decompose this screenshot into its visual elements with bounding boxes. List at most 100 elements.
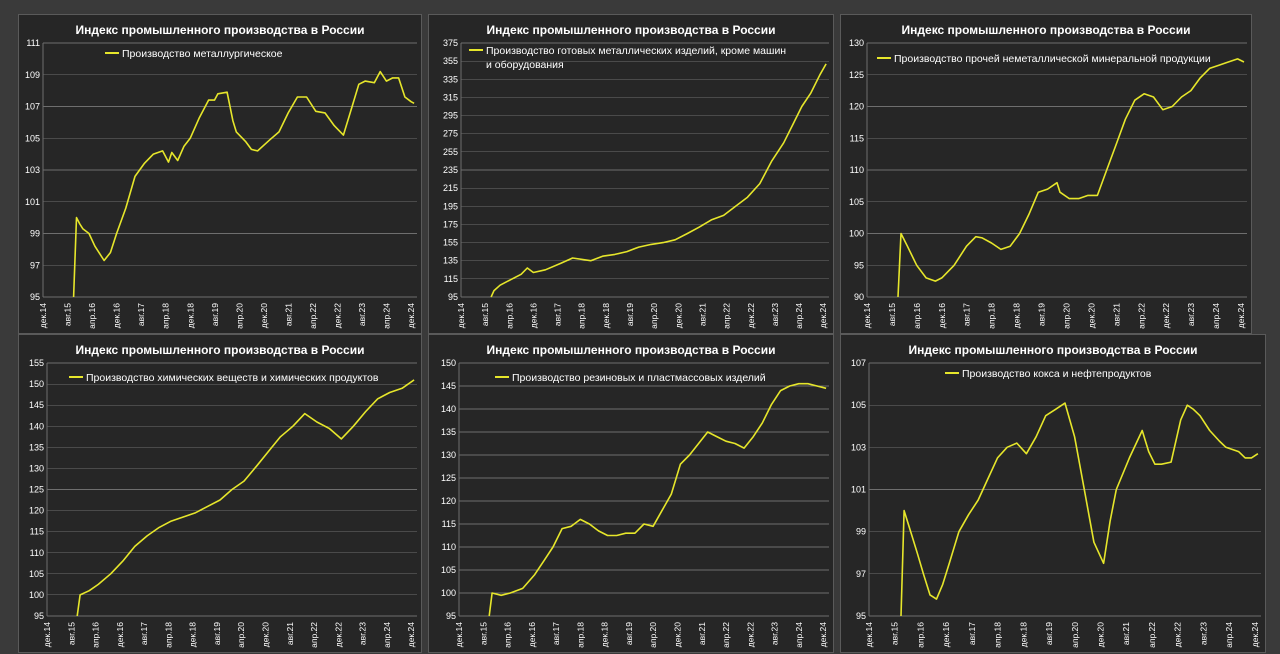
x-tick-label: дек.24: [406, 303, 416, 328]
chart-panel-nonmetallic-minerals: Индекс промышленного производства в Росс…: [840, 14, 1252, 334]
x-tick-label: дек.22: [333, 303, 343, 328]
x-tick-label: авг.19: [625, 303, 635, 326]
y-tick-label: 90: [854, 292, 864, 302]
x-tick-label: авг.15: [63, 303, 73, 326]
x-tick-label: авг.23: [1198, 622, 1208, 645]
x-tick-label: дек.16: [527, 622, 537, 647]
x-tick-label: авг.17: [967, 622, 977, 645]
x-tick-label: дек.24: [818, 622, 828, 647]
y-tick-label: 100: [29, 590, 44, 600]
y-tick-label: 100: [441, 588, 456, 598]
x-tick-label: авг.23: [357, 303, 367, 326]
y-tick-label: 111: [26, 38, 40, 48]
x-tick-label: дек.22: [1173, 622, 1183, 647]
x-tick-label: авг.19: [1037, 303, 1047, 326]
x-tick-label: апр.20: [236, 622, 246, 648]
y-tick-label: 130: [29, 463, 44, 473]
series-line: [900, 402, 1259, 617]
chart-title: Индекс промышленного производства в Росс…: [486, 23, 776, 37]
chart-title: Индекс промышленного производства в Росс…: [486, 343, 776, 357]
chart-title: Индекс промышленного производства в Росс…: [908, 343, 1198, 357]
x-tick-label: авг.17: [136, 303, 146, 326]
x-tick-label: авг.21: [283, 303, 293, 326]
series-line: [490, 63, 827, 298]
x-tick-label: авг.21: [697, 303, 707, 326]
x-tick-label: авг.15: [478, 622, 488, 645]
x-tick-label: дек.22: [746, 303, 756, 328]
y-tick-label: 145: [441, 381, 456, 391]
x-tick-label: авг.21: [1111, 303, 1121, 326]
y-tick-label: 97: [30, 260, 40, 270]
x-tick-label: апр.24: [794, 622, 804, 648]
x-tick-label: авг.15: [480, 303, 490, 326]
x-tick-label: дек.22: [1161, 303, 1171, 328]
x-tick-label: апр.16: [504, 303, 514, 329]
y-tick-label: 115: [850, 133, 864, 143]
x-tick-label: дек.18: [185, 303, 195, 328]
y-tick-label: 295: [443, 111, 458, 121]
legend-label: Производство кокса и нефтепродуктов: [962, 368, 1152, 380]
y-tick-label: 275: [443, 129, 458, 139]
x-tick-label: апр.22: [1136, 303, 1146, 329]
x-tick-label: дек.18: [188, 622, 198, 647]
x-tick-label: дек.14: [864, 622, 874, 647]
x-tick-label: апр.22: [1147, 622, 1157, 648]
y-tick-label: 99: [30, 229, 40, 239]
y-tick-label: 135: [29, 442, 44, 452]
x-tick-label: апр.24: [1211, 303, 1221, 329]
x-tick-label: дек.16: [937, 303, 947, 328]
y-tick-label: 155: [443, 238, 458, 248]
x-tick-label: авг.15: [890, 622, 900, 645]
x-tick-label: дек.20: [673, 622, 683, 647]
chart-panel-metal-products: Индекс промышленного производства в Росс…: [428, 14, 834, 334]
y-tick-label: 125: [849, 70, 864, 80]
x-tick-label: авг.19: [1044, 622, 1054, 645]
x-tick-label: авг.21: [697, 622, 707, 645]
line-chart: 95 97 99 101 103 105 107 109 111 дек.14 авг.15 апр.…: [25, 38, 417, 329]
y-tick-label: 120: [29, 506, 44, 516]
x-tick-label: авг.17: [553, 303, 563, 326]
y-tick-label: 115: [30, 527, 44, 537]
y-tick-label: 110: [442, 542, 456, 552]
y-tick-label: 103: [851, 442, 866, 452]
x-tick-label: дек.22: [745, 622, 755, 647]
x-tick-label: апр.20: [648, 622, 658, 648]
x-tick-label: апр.20: [649, 303, 659, 329]
x-tick-label: апр.16: [915, 622, 925, 648]
y-tick-label: 115: [442, 519, 456, 529]
x-tick-label: апр.18: [161, 303, 171, 329]
y-tick-label: 95: [448, 292, 458, 302]
x-tick-label: дек.14: [454, 622, 464, 647]
x-tick-label: апр.20: [1070, 622, 1080, 648]
legend-label: Производство металлургическое: [122, 48, 283, 60]
y-tick-label: 155: [29, 358, 44, 368]
x-tick-label: авг.17: [962, 303, 972, 326]
x-tick-label: апр.20: [1061, 303, 1071, 329]
line-chart: 95 115 135 155 175 195 215 235 255 275 295 315 335 35…: [443, 38, 829, 329]
x-tick-label: дек.24: [818, 303, 828, 328]
x-tick-label: дек.18: [1012, 303, 1022, 328]
chart-panel-metallurgy: Индекс промышленного производства в Росс…: [18, 14, 422, 334]
x-tick-label: авг.23: [1186, 303, 1196, 326]
x-tick-label: авг.15: [66, 622, 76, 645]
x-tick-label: апр.16: [503, 622, 513, 648]
legend-label: Производство резиновых и пластмассовых и…: [512, 372, 766, 384]
x-tick-label: апр.16: [87, 303, 97, 329]
x-tick-label: дек.16: [112, 303, 122, 328]
y-tick-label: 105: [851, 400, 866, 410]
y-tick-label: 103: [25, 165, 40, 175]
x-tick-label: дек.24: [1250, 622, 1260, 647]
y-tick-label: 355: [443, 56, 458, 66]
chart-panel-rubber-plastics: Индекс промышленного производства в Росс…: [428, 334, 834, 653]
x-tick-label: апр.18: [987, 303, 997, 329]
series-line: [488, 382, 827, 617]
x-tick-label: дек.16: [941, 622, 951, 647]
x-tick-label: апр.20: [234, 303, 244, 329]
y-tick-label: 107: [851, 358, 866, 368]
x-tick-label: дек.14: [42, 622, 52, 647]
line-chart: 95 97 99 101 103 105 107 дек.14 авг.15 апр.16 дек.…: [851, 358, 1261, 648]
x-tick-label: апр.18: [575, 622, 585, 648]
y-tick-label: 150: [29, 379, 44, 389]
y-tick-label: 140: [441, 404, 456, 414]
x-tick-label: авг.17: [139, 622, 149, 645]
